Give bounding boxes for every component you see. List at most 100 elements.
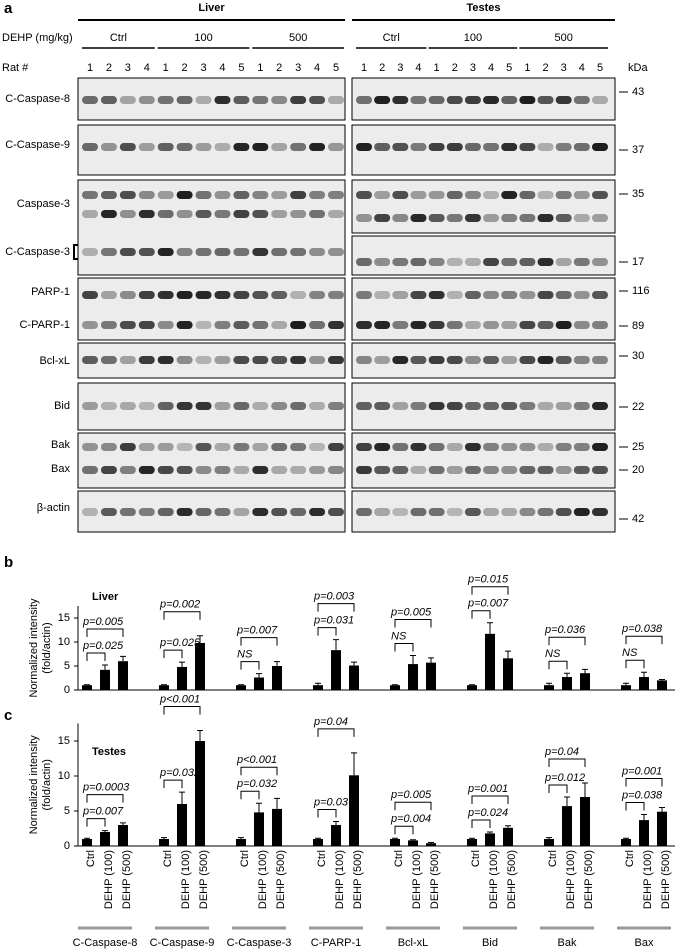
bar bbox=[254, 812, 264, 846]
blot-band bbox=[309, 210, 326, 218]
lane-number: 4 bbox=[144, 62, 150, 74]
error-bar bbox=[274, 797, 280, 809]
p-value: p=0.04 bbox=[544, 746, 579, 758]
kda-value: 42 bbox=[632, 513, 644, 525]
bar bbox=[485, 633, 495, 690]
blot-band bbox=[328, 321, 344, 329]
blot-band bbox=[252, 96, 269, 104]
p-value: p=0.036 bbox=[544, 624, 586, 636]
blot-band bbox=[119, 96, 136, 104]
blot-band bbox=[157, 443, 174, 451]
blot-band bbox=[501, 143, 518, 151]
blot-band bbox=[157, 321, 174, 329]
blot-band bbox=[592, 143, 608, 151]
bar bbox=[195, 741, 205, 846]
blot-band bbox=[573, 402, 590, 410]
blot-band bbox=[290, 443, 307, 451]
blot-band bbox=[233, 248, 250, 256]
significance-bracket bbox=[240, 790, 260, 800]
bar bbox=[159, 685, 169, 690]
blot-band bbox=[483, 508, 500, 516]
y-tick-label: 15 bbox=[58, 612, 70, 624]
blot-band bbox=[446, 466, 463, 474]
y-tick-label: 0 bbox=[64, 684, 70, 696]
significance-bracket bbox=[240, 766, 278, 776]
blot-band bbox=[309, 96, 326, 104]
bar-label: Ctrl bbox=[162, 850, 174, 867]
y-tick-label: 5 bbox=[64, 805, 70, 817]
blot-band bbox=[271, 191, 288, 199]
blot-band bbox=[428, 466, 445, 474]
blot-band bbox=[519, 214, 536, 222]
blot-band bbox=[233, 508, 250, 516]
bar bbox=[503, 827, 513, 846]
bar-label: DEHP (100) bbox=[565, 850, 577, 909]
blot-band bbox=[555, 321, 572, 329]
blot-band bbox=[176, 443, 193, 451]
p-value: p<0.001 bbox=[236, 754, 277, 766]
blot-band bbox=[374, 321, 391, 329]
lane-number: 4 bbox=[579, 62, 585, 74]
significance-bracket bbox=[471, 795, 509, 804]
blot-band bbox=[195, 356, 212, 364]
blot-band bbox=[464, 356, 481, 364]
p-value: p=0.012 bbox=[544, 772, 585, 784]
bar bbox=[639, 677, 649, 690]
bar bbox=[82, 839, 92, 846]
bar-label: DEHP (100) bbox=[488, 850, 500, 909]
error-bar bbox=[487, 831, 493, 834]
bar-label: DEHP (500) bbox=[506, 850, 518, 909]
chart-title: Testes bbox=[92, 746, 126, 758]
blot-band bbox=[374, 291, 391, 299]
bar bbox=[118, 661, 128, 690]
blot-band bbox=[374, 466, 391, 474]
blot-band bbox=[374, 96, 391, 104]
bar bbox=[313, 685, 323, 690]
kda-value: 35 bbox=[632, 188, 644, 200]
blot-band bbox=[233, 210, 250, 218]
blot-band bbox=[428, 291, 445, 299]
blot-band bbox=[328, 466, 344, 474]
blot-band bbox=[290, 321, 307, 329]
bar-label: DEHP (100) bbox=[334, 850, 346, 909]
bar bbox=[639, 820, 649, 846]
kda-value: 37 bbox=[632, 144, 644, 156]
blot-band bbox=[119, 466, 136, 474]
lane-number: 1 bbox=[87, 62, 93, 74]
blot-band bbox=[537, 214, 554, 222]
p-value: p=0.038 bbox=[621, 789, 663, 801]
bar bbox=[236, 685, 246, 690]
blot-band bbox=[82, 508, 98, 516]
bar-label: DEHP (100) bbox=[642, 850, 654, 909]
blot-band bbox=[483, 214, 500, 222]
bar bbox=[621, 839, 631, 846]
blot-band bbox=[119, 291, 136, 299]
blot-band bbox=[252, 321, 269, 329]
p-value: p=0.007 bbox=[467, 598, 509, 610]
blot-band bbox=[138, 402, 155, 410]
blot-band bbox=[138, 96, 155, 104]
error-bar bbox=[546, 682, 552, 686]
blot-band bbox=[410, 258, 427, 266]
panel-label: c bbox=[4, 707, 12, 724]
blot-band bbox=[356, 402, 372, 410]
blot-band bbox=[214, 291, 231, 299]
p-value: NS bbox=[237, 649, 253, 661]
y-axis-label: (fold/actin) bbox=[41, 622, 53, 673]
blot-band bbox=[537, 96, 554, 104]
blot-band bbox=[309, 508, 326, 516]
p-value: p=0.004 bbox=[390, 813, 431, 825]
blot-band bbox=[119, 321, 136, 329]
blot-band bbox=[428, 443, 445, 451]
error-bar bbox=[564, 796, 570, 807]
blot-band bbox=[446, 291, 463, 299]
bar bbox=[272, 666, 282, 690]
blot-band bbox=[328, 248, 344, 256]
rat-label: Rat # bbox=[2, 62, 29, 74]
blot-band bbox=[483, 402, 500, 410]
blot-band bbox=[555, 96, 572, 104]
lane-number: 4 bbox=[219, 62, 225, 74]
blot-band bbox=[410, 214, 427, 222]
significance-bracket bbox=[163, 611, 201, 620]
blot-band bbox=[271, 508, 288, 516]
